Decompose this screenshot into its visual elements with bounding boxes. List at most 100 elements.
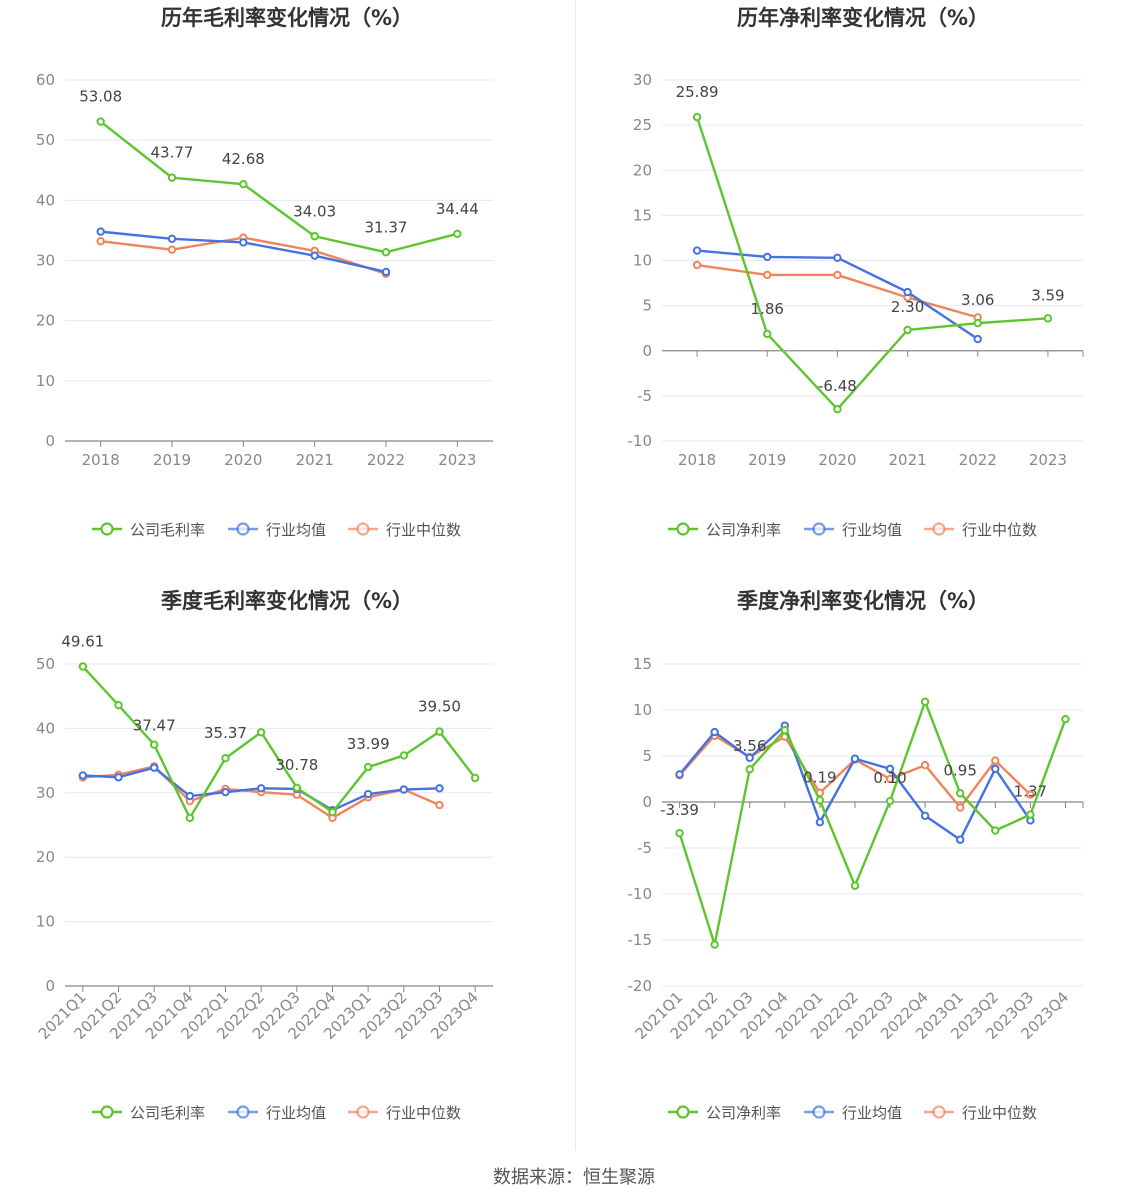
data-point[interactable] [763, 329, 772, 339]
data-point[interactable] [1026, 810, 1035, 819]
data-point[interactable] [167, 173, 177, 182]
data-point[interactable] [745, 765, 754, 774]
data-point[interactable] [710, 940, 719, 949]
x-tick-label: 2022 [367, 451, 405, 469]
data-point[interactable] [991, 826, 1000, 835]
data-point[interactable] [96, 237, 105, 246]
data-point[interactable] [920, 697, 930, 706]
data-point[interactable] [885, 764, 895, 774]
data-point[interactable] [763, 252, 772, 262]
data-point[interactable] [363, 789, 373, 799]
data-point[interactable] [167, 245, 177, 254]
data-point[interactable] [328, 807, 337, 817]
data-point[interactable] [399, 785, 409, 794]
data-point[interactable] [399, 751, 409, 760]
data-point[interactable] [815, 796, 825, 805]
data-point[interactable] [78, 771, 88, 780]
data-point[interactable] [1043, 314, 1053, 323]
data-point[interactable] [1061, 715, 1070, 724]
legend-item[interactable]: 行业均值 [804, 521, 902, 539]
data-point[interactable] [956, 789, 965, 798]
data-point[interactable] [956, 803, 965, 812]
data-point[interactable] [149, 740, 159, 749]
data-point[interactable] [991, 764, 1000, 774]
data-point[interactable] [239, 238, 248, 247]
data-label: 49.61 [61, 633, 104, 651]
data-point[interactable] [149, 763, 159, 772]
data-point[interactable] [850, 754, 860, 763]
data-point[interactable] [920, 811, 930, 821]
data-point[interactable] [780, 726, 789, 735]
data-point[interactable] [470, 773, 480, 783]
y-tick-label: 50 [36, 131, 55, 149]
data-point[interactable] [221, 787, 230, 797]
data-point[interactable] [903, 287, 912, 297]
data-point[interactable] [850, 881, 860, 890]
data-point[interactable] [885, 796, 895, 806]
data-point[interactable] [833, 405, 842, 414]
data-point[interactable] [310, 251, 319, 260]
data-point[interactable] [956, 835, 965, 844]
data-point[interactable] [256, 728, 266, 737]
legend-swatch-marker [676, 522, 690, 536]
data-point[interactable] [692, 112, 702, 122]
data-point[interactable] [185, 813, 195, 823]
data-point[interactable] [763, 270, 772, 280]
data-point[interactable] [221, 754, 230, 763]
y-tick-label: 30 [36, 784, 55, 802]
y-tick-label: 10 [633, 701, 652, 719]
data-point[interactable] [991, 756, 1000, 765]
legend-swatch-marker [100, 1105, 114, 1119]
legend-item[interactable]: 行业均值 [228, 521, 326, 539]
data-point[interactable] [256, 784, 266, 793]
legend-item[interactable]: 行业中位数 [924, 521, 1037, 539]
x-tick-label: 2018 [678, 451, 716, 469]
data-point[interactable] [435, 727, 444, 736]
data-point[interactable] [920, 761, 930, 770]
data-point[interactable] [167, 234, 177, 244]
legend-item[interactable]: 行业中位数 [348, 1104, 461, 1122]
legend-item[interactable]: 公司毛利率 [92, 1104, 205, 1122]
data-point[interactable] [815, 818, 825, 827]
data-point[interactable] [363, 762, 373, 772]
data-point[interactable] [114, 773, 123, 782]
data-point[interactable] [675, 828, 684, 838]
legend-item[interactable]: 公司净利率 [668, 521, 781, 539]
data-point[interactable] [885, 774, 895, 784]
data-point[interactable] [96, 227, 105, 236]
legend-item[interactable]: 行业均值 [804, 1104, 902, 1122]
data-point[interactable] [692, 260, 702, 270]
legend-item[interactable]: 公司净利率 [668, 1104, 781, 1122]
data-point[interactable] [1026, 790, 1035, 799]
data-point[interactable] [292, 783, 302, 792]
data-point[interactable] [239, 180, 248, 189]
data-point[interactable] [903, 325, 912, 335]
data-point[interactable] [710, 727, 719, 737]
data-point[interactable] [435, 800, 444, 810]
data-point[interactable] [310, 232, 319, 241]
data-point[interactable] [114, 701, 123, 710]
data-point[interactable] [78, 662, 88, 671]
legend-item[interactable]: 行业中位数 [924, 1104, 1037, 1122]
data-point[interactable] [675, 770, 684, 779]
quarterly-net-margin-chart: 季度净利率变化情况（%） -20 -15 -10 -5 0 5 10 15 2021Q1 2021Q… [576, 583, 1148, 1163]
legend-swatch-marker [356, 522, 370, 536]
data-point[interactable] [833, 253, 842, 262]
data-point[interactable] [453, 229, 462, 238]
data-point[interactable] [185, 791, 195, 801]
data-point[interactable] [96, 117, 105, 126]
x-tick-label: 2023 [438, 451, 476, 469]
data-point[interactable] [692, 246, 702, 255]
data-point[interactable] [435, 784, 444, 793]
legend-item[interactable]: 行业中位数 [348, 521, 461, 539]
data-point[interactable] [745, 753, 754, 763]
data-point[interactable] [973, 318, 982, 328]
legend-item[interactable]: 行业均值 [228, 1104, 326, 1122]
data-source-footer: 数据来源：恒生聚源 [493, 1167, 655, 1188]
legend-item[interactable]: 公司毛利率 [92, 521, 205, 539]
data-point[interactable] [381, 267, 391, 277]
data-point[interactable] [381, 248, 391, 257]
data-point[interactable] [833, 270, 842, 280]
data-point[interactable] [973, 334, 982, 344]
data-label: 34.44 [436, 200, 479, 218]
